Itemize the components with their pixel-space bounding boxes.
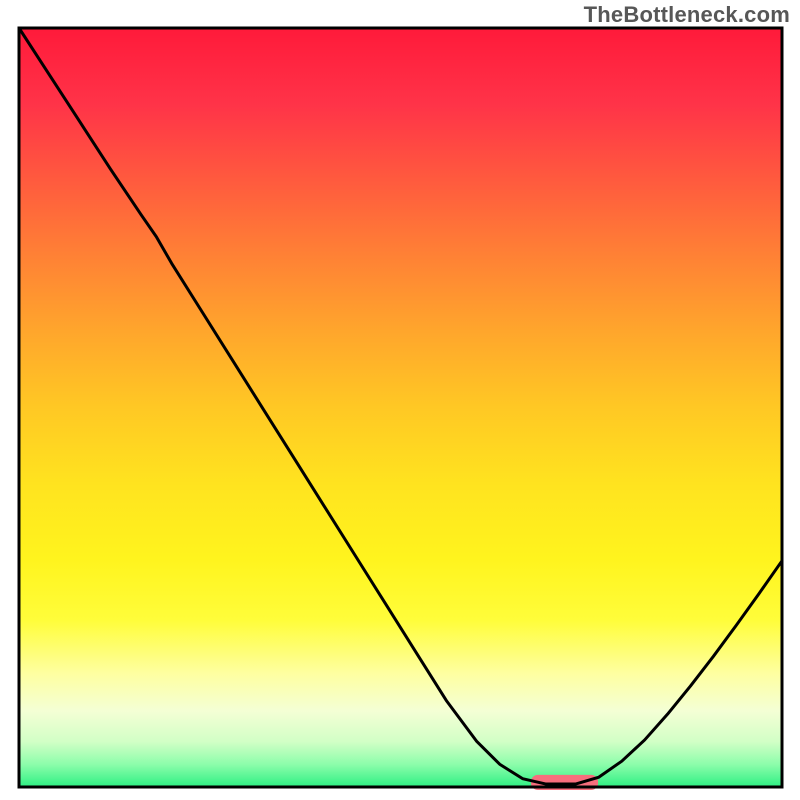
chart-container: TheBottleneck.com	[0, 0, 800, 800]
bottleneck-chart	[0, 0, 800, 800]
watermark-text: TheBottleneck.com	[584, 2, 790, 28]
plot-background	[19, 28, 782, 787]
